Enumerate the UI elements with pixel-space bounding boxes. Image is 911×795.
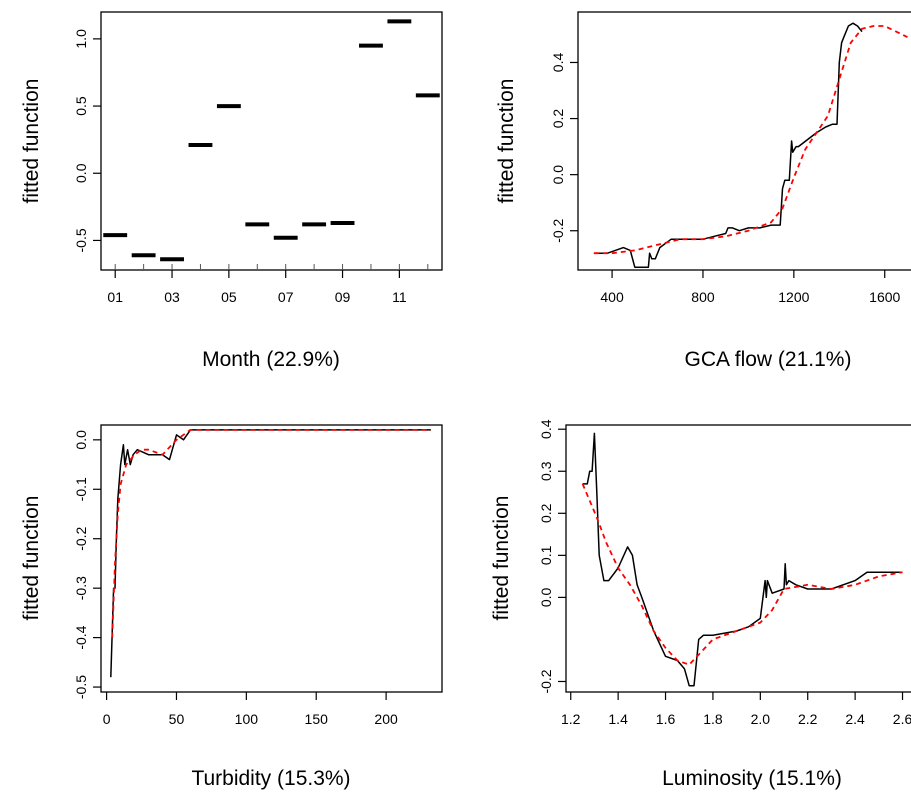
- x-tick-label: 1.2: [561, 711, 581, 727]
- y-tick-label: 0.0: [73, 163, 89, 183]
- fitted-function-line: [582, 432, 903, 687]
- y-tick-label: 0.0: [73, 430, 89, 450]
- smoothed-fit-line: [581, 483, 903, 666]
- x-tick-label: 1.8: [703, 711, 723, 727]
- y-tick-label: 0.4: [550, 53, 566, 73]
- turbidity-lines: [110, 428, 431, 678]
- smoothed-fit-line: [111, 428, 431, 638]
- x-axis-label: Luminosity (15.1%): [662, 767, 842, 790]
- panel-turbidity: 0 50 100 150 200 -0.5 -0.4 -0.3 -0.2 -0.1 0.0 Tur…: [20, 424, 443, 790]
- x-tick-label: 01: [107, 289, 123, 305]
- y-tick-label: -0.3: [73, 576, 89, 600]
- x-tick-label: 1.4: [608, 711, 628, 727]
- y-tick-label: -0.5: [73, 228, 89, 252]
- y-axis: -0.5 0.0 0.5 1.0: [73, 29, 101, 253]
- y-axis: -0.5 -0.4 -0.3 -0.2 -0.1 0.0: [73, 430, 101, 699]
- y-tick-label: 0.0: [550, 165, 566, 185]
- month-step-marks: [103, 19, 440, 270]
- y-tick-label: 0.4: [538, 419, 554, 439]
- x-tick-label: 2.2: [798, 711, 818, 727]
- x-tick-label: 1200: [778, 289, 809, 305]
- plot-frame: [100, 11, 443, 271]
- y-axis-label: fitted function: [20, 496, 43, 621]
- y-tick-label: 0.2: [550, 109, 566, 129]
- x-tick-label: 09: [335, 289, 351, 305]
- plot-frame: [577, 11, 911, 271]
- x-axis-label: Month (22.9%): [202, 348, 340, 371]
- x-tick-label: 2.0: [751, 711, 771, 727]
- x-tick-label: 100: [235, 711, 259, 727]
- x-tick-label: 0: [103, 711, 111, 727]
- x-tick-label: 03: [164, 289, 180, 305]
- plot-frame: [565, 424, 911, 693]
- x-tick-label: 800: [691, 289, 715, 305]
- luminosity-lines: [581, 432, 903, 687]
- y-tick-label: -0.2: [73, 526, 89, 550]
- y-axis: -0.2 0.0 0.1 0.2 0.3 0.4: [538, 419, 566, 694]
- x-axis: 0 50 100 150 200: [103, 692, 398, 727]
- smoothed-fit-line: [593, 25, 908, 255]
- fitted-function-line: [593, 22, 863, 268]
- y-tick-label: 1.0: [73, 29, 89, 49]
- x-axis: 1.2 1.4 1.6 1.8 2.0 2.2 2.4 2.6: [561, 692, 911, 727]
- x-tick-label: 200: [374, 711, 398, 727]
- y-tick-label: -0.2: [538, 669, 554, 693]
- panel-month: 01 03 05 07 09 11 -0.5 0.0 0.5 1.0 Month (22.9%)…: [20, 11, 443, 371]
- x-tick-label: 2.4: [845, 711, 865, 727]
- y-axis: -0.2 0.0 0.2 0.4: [550, 53, 578, 243]
- x-tick-label: 11: [392, 289, 407, 305]
- y-axis-label: fitted function: [495, 79, 518, 204]
- gca-flow-lines: [593, 22, 908, 268]
- y-axis-label: fitted function: [20, 79, 43, 204]
- x-tick-label: 1600: [869, 289, 900, 305]
- y-tick-label: 0.0: [538, 587, 554, 607]
- x-axis-label: Turbidity (15.3%): [191, 767, 350, 790]
- y-tick-label: 0.3: [538, 461, 554, 481]
- x-tick-label: 400: [600, 289, 624, 305]
- y-tick-label: 0.2: [538, 503, 554, 523]
- x-tick-label: 50: [169, 711, 185, 727]
- y-axis-label: fitted function: [490, 496, 513, 621]
- panel-luminosity: 1.2 1.4 1.6 1.8 2.0 2.2 2.4 2.6 -0.2 0.0 0.1 0.2 0.…: [490, 419, 911, 790]
- y-tick-label: -0.2: [550, 218, 566, 242]
- y-tick-label: 0.5: [73, 96, 89, 116]
- x-tick-label: 150: [305, 711, 329, 727]
- y-tick-label: -0.4: [73, 625, 89, 649]
- x-axis: 01 03 05 07 09 11: [107, 270, 407, 305]
- x-axis: 400 800 1200 1600: [600, 270, 901, 305]
- x-tick-label: 1.6: [656, 711, 676, 727]
- fitted-function-line: [110, 429, 431, 678]
- x-tick-label: 07: [278, 289, 294, 305]
- plot-frame: [100, 424, 443, 693]
- y-tick-label: -0.1: [73, 477, 89, 501]
- y-tick-label: 0.1: [538, 545, 554, 565]
- x-tick-label: 2.6: [893, 711, 911, 727]
- x-tick-label: 05: [221, 289, 237, 305]
- panel-gca-flow: 400 800 1200 1600 -0.2 0.0 0.2 0.4 GCA flow (2…: [495, 11, 911, 371]
- y-tick-label: -0.5: [73, 675, 89, 699]
- x-axis-label: GCA flow (21.1%): [685, 348, 852, 371]
